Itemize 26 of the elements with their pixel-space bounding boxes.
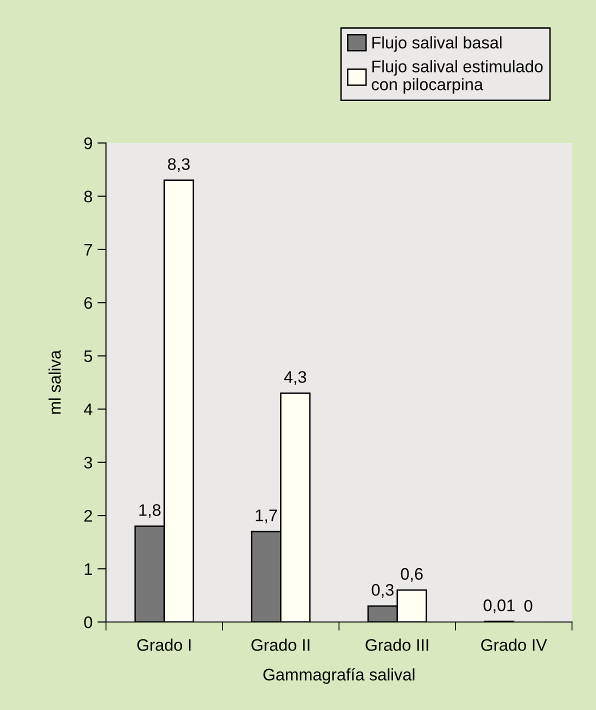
x-tick-label: Grado I bbox=[137, 638, 191, 651]
x-axis-title: Gammagrafía salival bbox=[263, 668, 414, 684]
x-tick-label: Grado IV bbox=[481, 638, 548, 651]
x-tick-label: Grado II bbox=[251, 638, 310, 651]
y-tick-label: 2 bbox=[84, 510, 92, 522]
y-tick-label: 8 bbox=[84, 190, 92, 202]
y-tick-label: 9 bbox=[84, 137, 92, 150]
y-axis-title: ml saliva bbox=[48, 350, 61, 414]
data-label: 0,01 bbox=[484, 599, 515, 614]
data-label: 8,3 bbox=[168, 158, 190, 172]
y-tick-label: 3 bbox=[84, 456, 92, 469]
y-tick-label: 6 bbox=[84, 297, 92, 309]
data-label: 0 bbox=[524, 600, 532, 612]
data-label: 1,8 bbox=[139, 504, 161, 518]
x-tick-label: Grado III bbox=[366, 638, 428, 651]
data-label: 0,3 bbox=[372, 584, 394, 598]
data-label: 4,3 bbox=[284, 371, 306, 385]
data-label: 0,6 bbox=[400, 568, 423, 582]
y-tick-label: 7 bbox=[84, 244, 92, 256]
y-tick-label: 0 bbox=[84, 616, 92, 628]
y-tick-label: 4 bbox=[84, 404, 92, 416]
legend-label: Flujo salival estimulado con pilocarpina bbox=[372, 60, 543, 94]
data-label: 1,7 bbox=[256, 510, 277, 524]
legend-label: Flujo salival basal bbox=[372, 36, 502, 52]
y-tick-label: 1 bbox=[84, 563, 92, 575]
y-tick-label: 5 bbox=[84, 350, 92, 362]
